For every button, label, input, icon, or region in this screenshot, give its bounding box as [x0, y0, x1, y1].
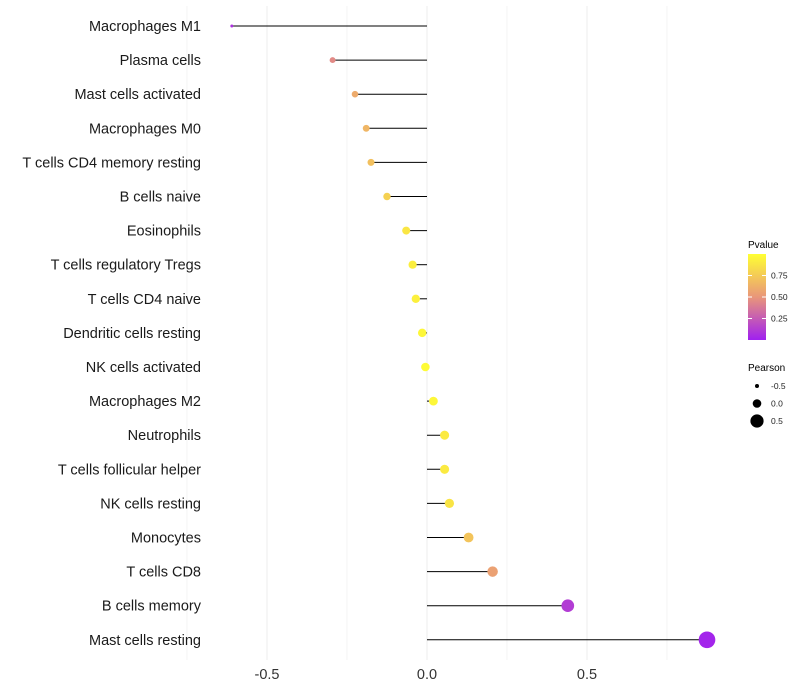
y-tick-label: Eosinophils — [127, 224, 201, 240]
y-tick-label: NK cells activated — [86, 360, 201, 376]
colorbar-label: 0.25 — [771, 314, 788, 324]
lollipop-point — [367, 158, 375, 166]
colorbar-label: 0.75 — [771, 271, 788, 281]
y-tick-label: Neutrophils — [128, 428, 201, 444]
lollipop-point — [429, 396, 438, 406]
pearson-legend-title: Pearson — [748, 363, 785, 374]
size-legend-label: 0.0 — [771, 399, 783, 409]
lollipop-point — [487, 566, 498, 577]
lollipop-point — [411, 294, 420, 303]
x-tick-label: -0.5 — [255, 667, 280, 683]
y-tick-label: T cells CD8 — [126, 565, 201, 581]
pvalue-legend: Pvalue 0.25 0.50 0.75 — [748, 240, 788, 340]
y-tick-label: B cells naive — [120, 190, 201, 206]
y-axis-labels: Macrophages M1 Plasma cells Mast cells act… — [22, 19, 201, 649]
y-tick-label: Mast cells resting — [89, 633, 201, 649]
segments — [231, 25, 707, 641]
pvalue-legend-title: Pvalue — [748, 240, 779, 251]
x-tick-label: 0.0 — [417, 667, 437, 683]
lollipop-point — [561, 599, 575, 613]
y-tick-label: T cells regulatory Tregs — [51, 258, 201, 274]
x-tick-label: 0.5 — [577, 667, 597, 683]
colorbar-label: 0.50 — [771, 292, 788, 302]
lollipop-point — [698, 631, 716, 649]
lollipop-point — [383, 192, 391, 201]
lollipop-point — [329, 57, 336, 64]
pvalue-colorbar — [748, 254, 766, 340]
lollipop-point — [440, 464, 450, 474]
lollipop-point — [444, 498, 455, 509]
lollipop-point — [351, 90, 359, 98]
lollipop-point — [362, 124, 370, 132]
size-legend-dot — [750, 414, 764, 428]
lollipop-point — [408, 260, 417, 269]
size-legend-dot — [754, 383, 760, 389]
lollipop-point — [402, 226, 411, 235]
y-tick-label: Macrophages M0 — [89, 121, 201, 137]
pearson-legend: Pearson -0.5 0.0 0.5 — [748, 363, 786, 428]
grid — [186, 6, 668, 660]
size-legend-label: 0.5 — [771, 416, 783, 426]
y-tick-label: NK cells resting — [100, 496, 201, 512]
points — [230, 24, 716, 649]
y-tick-label: T cells follicular helper — [58, 462, 201, 478]
x-axis-ticks: -0.5 0.0 0.5 — [255, 667, 598, 683]
lollipop-point — [230, 24, 234, 28]
lollipop-point — [417, 328, 427, 338]
size-legend-label: -0.5 — [771, 381, 786, 391]
size-legend-dot — [752, 399, 762, 408]
y-tick-label: Monocytes — [131, 531, 201, 547]
y-tick-label: Mast cells activated — [74, 87, 201, 103]
y-tick-label: Dendritic cells resting — [63, 326, 201, 342]
y-tick-label: B cells memory — [102, 599, 202, 615]
lollipop-point — [463, 532, 474, 543]
lollipop-point — [421, 362, 430, 372]
y-tick-label: T cells CD4 naive — [88, 292, 201, 308]
y-tick-label: T cells CD4 memory resting — [22, 155, 201, 171]
y-tick-label: Macrophages M1 — [89, 19, 201, 35]
lollipop-point — [440, 430, 450, 440]
y-tick-label: Plasma cells — [120, 53, 201, 69]
y-tick-label: Macrophages M2 — [89, 394, 201, 410]
